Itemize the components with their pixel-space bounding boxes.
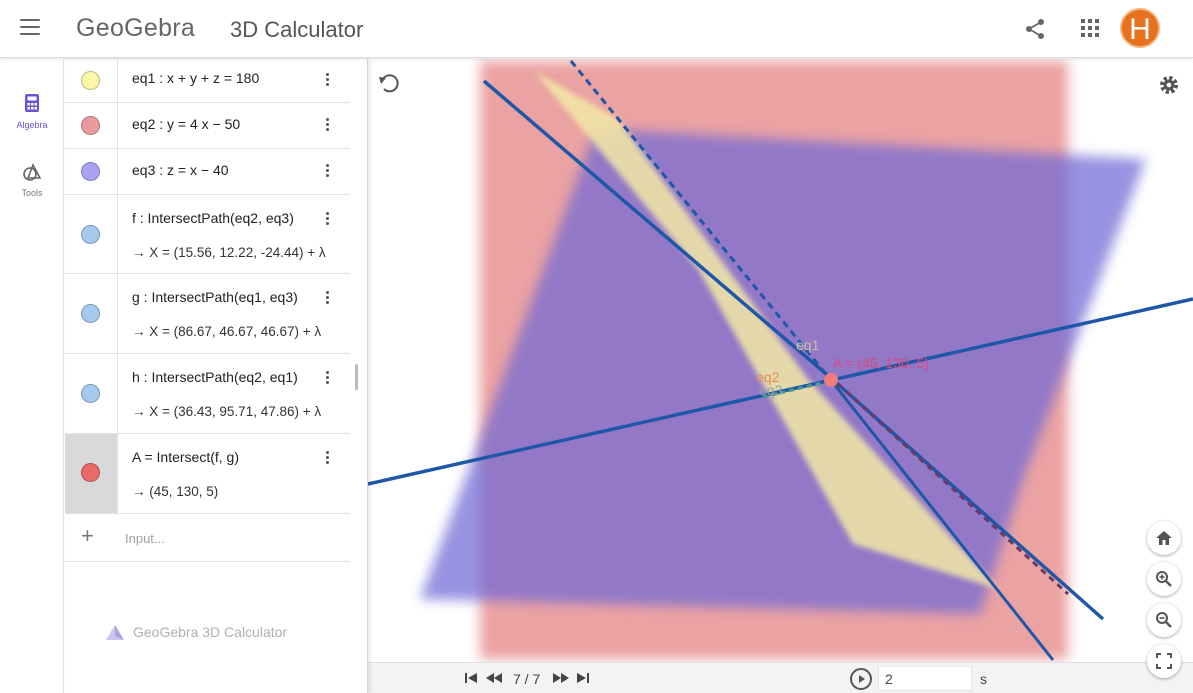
row-definition[interactable]: eq3 : z = x − 40: [132, 162, 229, 178]
last-step-icon[interactable]: [576, 671, 590, 685]
menu-icon[interactable]: [20, 19, 40, 35]
row-output: → X = (36.43, 95.71, 47.86) + λ: [132, 404, 322, 419]
marble-cell: [65, 354, 118, 433]
row-definition[interactable]: h : IntersectPath(eq2, eq1): [132, 369, 298, 385]
marble-cell: [65, 274, 118, 353]
app-title: 3D Calculator: [230, 17, 364, 42]
play-icon: [859, 675, 865, 683]
algebra-row-a[interactable]: A = Intersect(f, g) → (45, 130, 5): [65, 434, 350, 514]
more-options-icon[interactable]: [322, 162, 332, 180]
point-a[interactable]: [824, 373, 838, 387]
label-eq2[interactable]: eq2: [756, 369, 780, 385]
rail-label-algebra: Algebra: [16, 120, 48, 130]
more-options-icon[interactable]: [322, 369, 332, 387]
algebra-input-row[interactable]: +: [65, 514, 350, 562]
visibility-marble[interactable]: [81, 162, 100, 181]
rail-item-tools[interactable]: Tools: [0, 163, 64, 198]
zoom-in-button[interactable]: [1147, 562, 1181, 596]
more-options-icon[interactable]: [322, 71, 332, 89]
algebra-row-h[interactable]: h : IntersectPath(eq2, eq1) → X = (36.43…: [65, 354, 350, 434]
watermark-text: GeoGebra 3D Calculator: [133, 624, 288, 640]
play-button[interactable]: [850, 668, 872, 690]
calculator-icon: [25, 94, 39, 112]
algebra-row-g[interactable]: g : IntersectPath(eq1, eq3) → X = (86.67…: [65, 274, 350, 354]
more-options-icon[interactable]: [322, 116, 332, 134]
first-step-icon[interactable]: [464, 671, 478, 685]
user-avatar[interactable]: H: [1120, 8, 1160, 48]
row-output: → (45, 130, 5): [132, 484, 219, 499]
algebra-view: eq1 : x + y + z = 180 eq2 : y = 4 x − 50…: [65, 59, 368, 693]
line-h-lower[interactable]: [828, 378, 1055, 661]
visibility-marble[interactable]: [81, 116, 100, 135]
label-point-a[interactable]: A = (45, 130, 5): [833, 355, 929, 371]
home-view-button[interactable]: [1147, 521, 1181, 555]
fullscreen-button[interactable]: [1147, 644, 1181, 678]
home-icon: [1156, 531, 1172, 545]
geogebra-3d-icon: [106, 625, 124, 641]
marble-cell: [65, 59, 118, 102]
algebra-row-eq3[interactable]: eq3 : z = x − 40: [65, 149, 350, 195]
more-options-icon[interactable]: [322, 210, 332, 228]
next-step-icon[interactable]: [552, 671, 570, 685]
scene-3d[interactable]: eq1 eq2 eq3 A = (45, 130, 5): [368, 59, 1193, 662]
geogebra-logo[interactable]: GeoGebra: [76, 14, 196, 42]
speed-unit-label: s: [980, 671, 987, 687]
algebra-row-eq2[interactable]: eq2 : y = 4 x − 50: [65, 103, 350, 149]
line-h-dotted[interactable]: [836, 382, 1070, 596]
tools-icon: [23, 163, 42, 181]
more-options-icon[interactable]: [322, 449, 332, 467]
rail-item-algebra[interactable]: Algebra: [0, 93, 64, 130]
speed-input[interactable]: [878, 666, 972, 691]
marble-cell: [65, 149, 118, 194]
fullscreen-icon: [1156, 653, 1172, 669]
label-eq1[interactable]: eq1: [796, 337, 820, 353]
row-definition[interactable]: g : IntersectPath(eq1, eq3): [132, 289, 298, 305]
visibility-marble[interactable]: [81, 71, 100, 90]
marble-cell: [65, 195, 118, 273]
apps-grid-icon[interactable]: [1081, 19, 1101, 39]
previous-step-icon[interactable]: [485, 671, 503, 685]
row-definition[interactable]: f : IntersectPath(eq2, eq3): [132, 210, 294, 226]
tool-rail: Algebra Tools: [0, 59, 64, 693]
step-counter: 7 / 7: [513, 671, 541, 687]
algebra-row-f[interactable]: f : IntersectPath(eq2, eq3) → X = (15.56…: [65, 195, 350, 274]
row-definition[interactable]: eq2 : y = 4 x − 50: [132, 116, 241, 132]
app-watermark: GeoGebra 3D Calculator: [105, 624, 287, 642]
line-f-extension[interactable]: [830, 377, 1105, 621]
row-definition[interactable]: A = Intersect(f, g): [132, 449, 239, 465]
plane-eq1[interactable]: [534, 71, 998, 589]
zoom-out-icon: [1156, 612, 1172, 628]
label-eq3[interactable]: eq3: [759, 382, 783, 398]
settings-gear-icon[interactable]: [1157, 73, 1181, 97]
line-dashed-green[interactable]: [762, 379, 831, 399]
algebra-input[interactable]: [125, 526, 335, 550]
animation-bar: 7 / 7 s: [368, 662, 1193, 693]
undo-icon[interactable]: [378, 74, 400, 94]
rail-label-tools: Tools: [21, 188, 43, 198]
app-header: GeoGebra 3D Calculator H: [0, 0, 1193, 58]
visibility-marble[interactable]: [81, 304, 100, 323]
marble-cell: [65, 434, 118, 513]
graphics-3d-view[interactable]: eq1 eq2 eq3 A = (45, 130, 5): [368, 59, 1193, 662]
row-definition[interactable]: eq1 : x + y + z = 180: [132, 70, 260, 86]
visibility-marble[interactable]: [81, 384, 100, 403]
more-options-icon[interactable]: [322, 289, 332, 307]
algebra-row-eq1[interactable]: eq1 : x + y + z = 180: [65, 59, 350, 103]
row-output: → X = (86.67, 46.67, 46.67) + λ: [132, 324, 322, 339]
marble-cell: [65, 103, 118, 148]
add-icon[interactable]: +: [81, 523, 94, 548]
share-icon[interactable]: [1022, 16, 1048, 42]
visibility-marble[interactable]: [81, 463, 100, 482]
zoom-in-icon: [1156, 571, 1172, 587]
line-h[interactable]: [569, 60, 832, 380]
zoom-out-button[interactable]: [1147, 603, 1181, 637]
visibility-marble[interactable]: [81, 225, 100, 244]
algebra-scrollbar[interactable]: [355, 364, 358, 390]
line-f[interactable]: [482, 79, 834, 381]
row-output: → X = (15.56, 12.22, -24.44) + λ: [132, 245, 326, 260]
